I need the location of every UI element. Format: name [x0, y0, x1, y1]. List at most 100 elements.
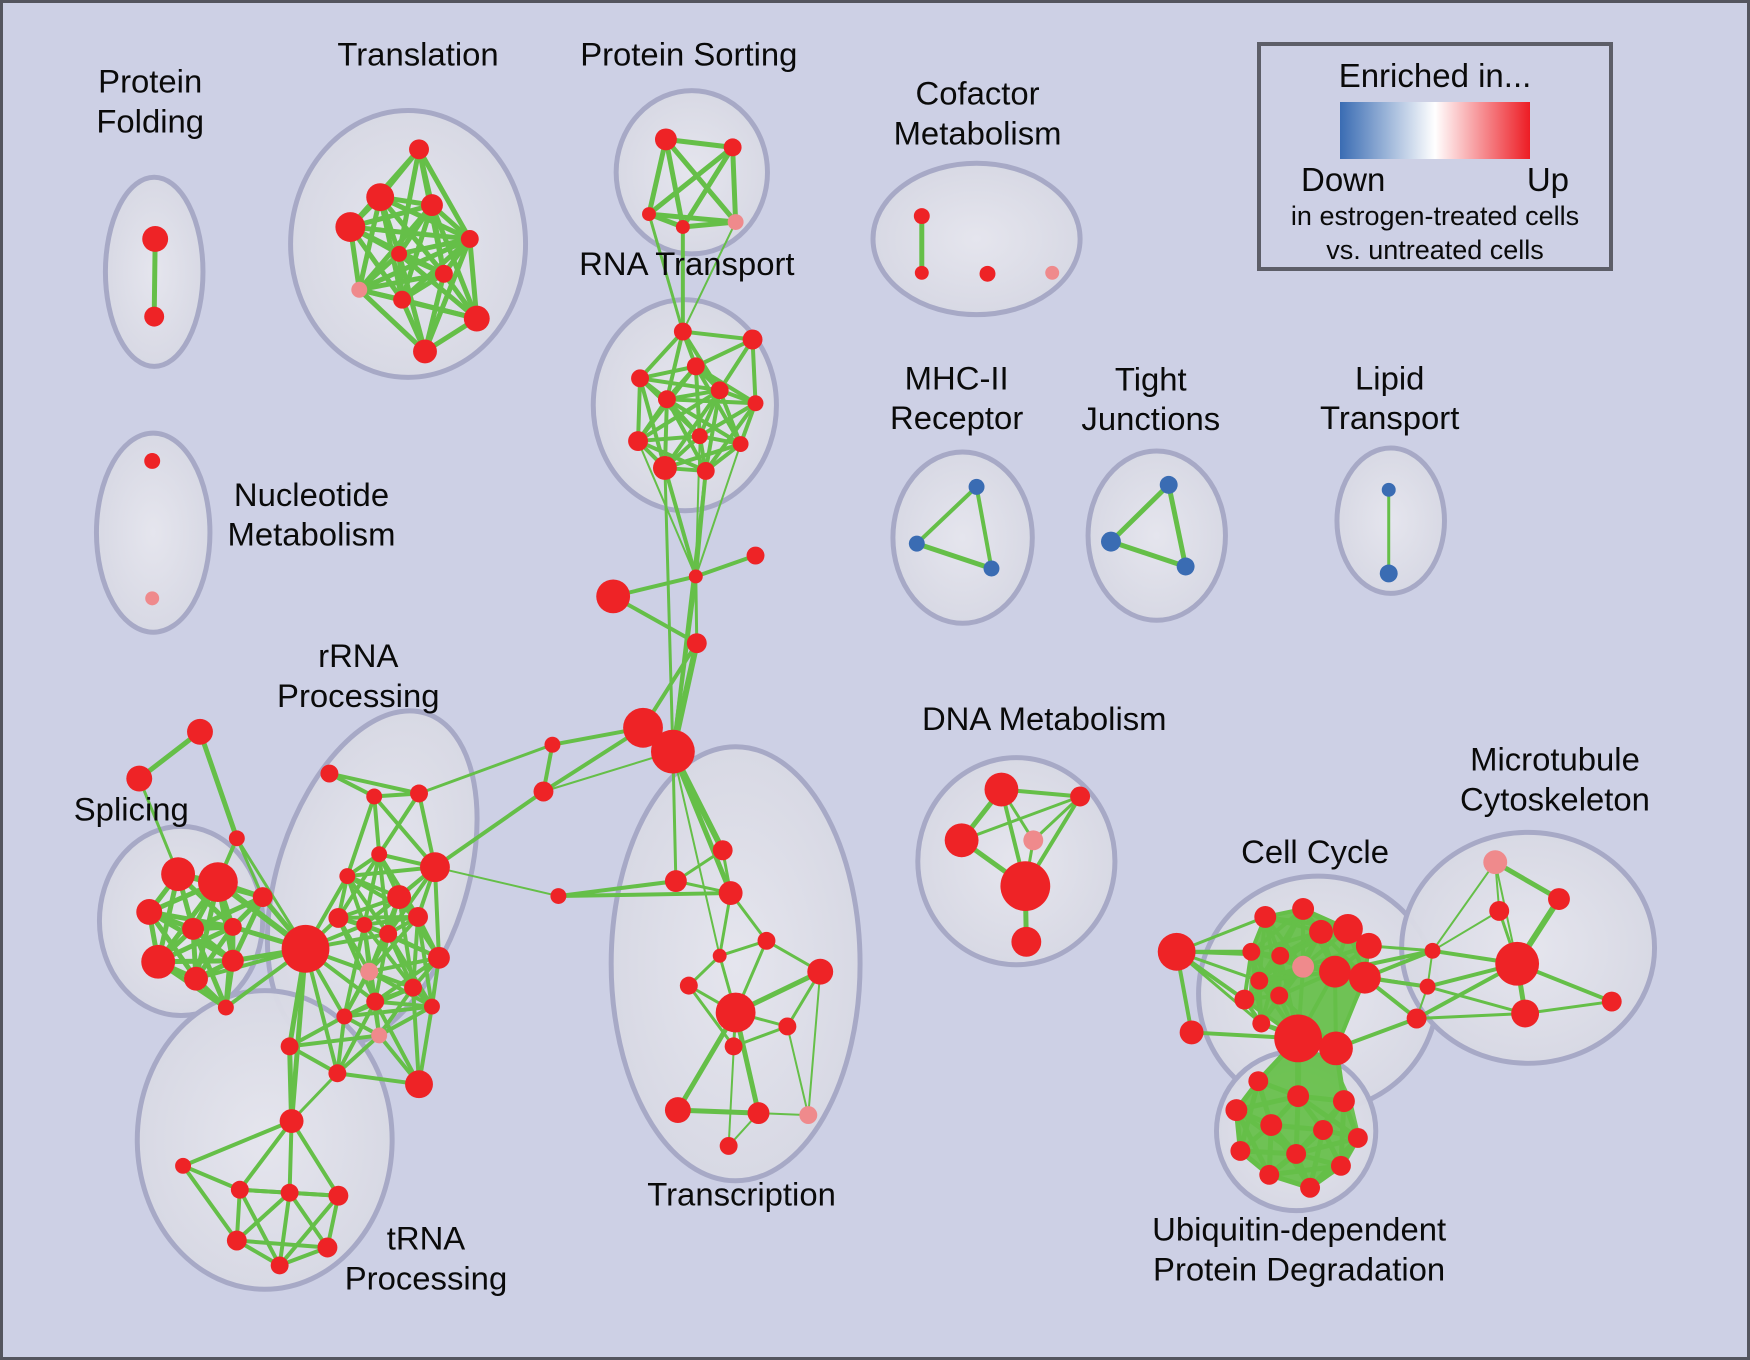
- node-r13[interactable]: [360, 962, 379, 981]
- node-r17[interactable]: [423, 998, 440, 1015]
- node-x7[interactable]: [807, 958, 834, 985]
- node-ps2[interactable]: [723, 138, 742, 157]
- node-sp1[interactable]: [161, 857, 196, 892]
- node-rt5[interactable]: [657, 390, 676, 409]
- node-rhub[interactable]: [281, 924, 330, 973]
- node-u8[interactable]: [1230, 1140, 1251, 1161]
- node-rt10[interactable]: [732, 436, 749, 453]
- node-x10[interactable]: [724, 1037, 743, 1056]
- node-t7[interactable]: [434, 264, 453, 283]
- node-x5[interactable]: [712, 948, 727, 963]
- node-r18[interactable]: [371, 1027, 388, 1044]
- node-c3[interactable]: [596, 579, 631, 614]
- node-tj2[interactable]: [1100, 531, 1121, 552]
- node-u4[interactable]: [1225, 1099, 1248, 1122]
- node-x9[interactable]: [715, 992, 756, 1033]
- node-mh1[interactable]: [968, 478, 985, 495]
- node-x14[interactable]: [799, 1106, 818, 1125]
- node-rt7[interactable]: [747, 395, 764, 412]
- node-c1[interactable]: [688, 569, 703, 584]
- node-u5[interactable]: [1260, 1114, 1283, 1136]
- node-tl[interactable]: [175, 1157, 192, 1174]
- node-r8[interactable]: [408, 906, 428, 927]
- node-x1[interactable]: [550, 888, 567, 905]
- node-t3[interactable]: [421, 194, 443, 217]
- node-h4[interactable]: [226, 1230, 247, 1251]
- node-t11[interactable]: [413, 339, 437, 364]
- node-c2[interactable]: [746, 546, 765, 565]
- node-h1[interactable]: [230, 1180, 249, 1199]
- node-r20[interactable]: [405, 1070, 433, 1099]
- node-m1[interactable]: [1483, 850, 1508, 875]
- node-d3[interactable]: [944, 823, 979, 858]
- node-r11[interactable]: [379, 924, 398, 943]
- node-sp4[interactable]: [182, 917, 204, 940]
- node-sp8[interactable]: [184, 966, 208, 991]
- node-cm4[interactable]: [1045, 265, 1060, 280]
- node-sp10[interactable]: [217, 999, 234, 1016]
- node-ps4[interactable]: [675, 220, 690, 234]
- node-rt12[interactable]: [696, 461, 715, 480]
- node-m5[interactable]: [1511, 999, 1540, 1028]
- node-cc0[interactable]: [1157, 932, 1196, 971]
- node-cc12[interactable]: [1270, 986, 1289, 1005]
- node-r7[interactable]: [387, 885, 412, 909]
- node-x12[interactable]: [664, 1097, 691, 1124]
- node-s1[interactable]: [187, 718, 213, 745]
- node-r4[interactable]: [371, 846, 388, 863]
- node-r5[interactable]: [339, 868, 356, 885]
- node-u10[interactable]: [1330, 1155, 1351, 1176]
- node-t5[interactable]: [460, 229, 479, 248]
- node-h3[interactable]: [328, 1185, 349, 1206]
- node-sp6[interactable]: [252, 887, 273, 907]
- node-t10[interactable]: [463, 305, 490, 332]
- node-rt3[interactable]: [686, 357, 705, 376]
- node-h5[interactable]: [317, 1237, 338, 1258]
- node-d4[interactable]: [1023, 830, 1044, 851]
- node-r3[interactable]: [410, 784, 428, 803]
- node-m3[interactable]: [1489, 901, 1510, 921]
- node-d5[interactable]: [1000, 861, 1051, 911]
- node-t1[interactable]: [409, 139, 429, 160]
- node-d2[interactable]: [1070, 786, 1091, 807]
- node-c4[interactable]: [686, 633, 707, 654]
- node-rt2[interactable]: [742, 329, 763, 350]
- node-x11[interactable]: [778, 1017, 797, 1036]
- node-cc4[interactable]: [1332, 913, 1363, 944]
- node-r1[interactable]: [320, 764, 339, 783]
- node-rt9[interactable]: [691, 428, 708, 445]
- node-mh3[interactable]: [983, 560, 1000, 577]
- node-rt4[interactable]: [631, 369, 650, 388]
- node-cm1[interactable]: [913, 208, 930, 225]
- node-u6[interactable]: [1313, 1120, 1333, 1140]
- node-cm2[interactable]: [914, 265, 929, 280]
- node-x15[interactable]: [719, 1136, 738, 1155]
- node-lt2[interactable]: [1379, 564, 1398, 583]
- node-r15[interactable]: [366, 992, 385, 1011]
- node-r16[interactable]: [336, 1008, 353, 1025]
- node-m4[interactable]: [1495, 941, 1540, 986]
- node-sp5[interactable]: [223, 917, 242, 936]
- node-cc13[interactable]: [1234, 989, 1255, 1010]
- node-hub2[interactable]: [650, 729, 695, 774]
- node-x13[interactable]: [747, 1102, 770, 1125]
- node-cb2[interactable]: [1319, 1031, 1353, 1066]
- node-mh2[interactable]: [908, 535, 925, 552]
- node-cb1[interactable]: [1274, 1014, 1323, 1063]
- node-u2[interactable]: [1287, 1085, 1310, 1108]
- node-u3[interactable]: [1332, 1090, 1355, 1113]
- node-r9[interactable]: [328, 907, 349, 928]
- node-mx1[interactable]: [1424, 942, 1441, 959]
- node-r2[interactable]: [366, 788, 383, 805]
- node-u7[interactable]: [1347, 1128, 1368, 1148]
- node-mx2[interactable]: [1419, 978, 1436, 995]
- node-sp2[interactable]: [198, 862, 238, 903]
- node-cc15[interactable]: [1179, 1020, 1204, 1045]
- node-cm3[interactable]: [979, 265, 996, 282]
- node-r21[interactable]: [280, 1037, 299, 1056]
- node-t8[interactable]: [351, 281, 368, 298]
- node-r10[interactable]: [356, 916, 373, 933]
- node-u12[interactable]: [1300, 1177, 1321, 1198]
- node-h2[interactable]: [280, 1183, 299, 1202]
- node-sp9[interactable]: [221, 949, 244, 972]
